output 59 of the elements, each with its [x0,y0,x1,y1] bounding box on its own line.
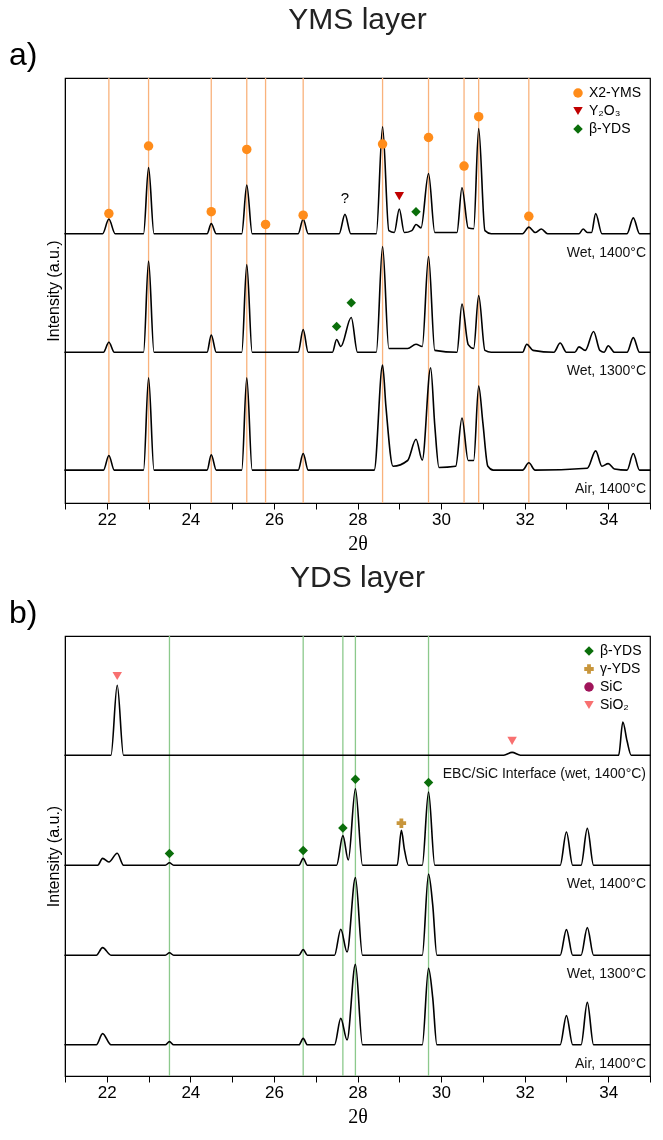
point [104,208,114,219]
point [143,141,154,151]
point [331,321,342,332]
x-tick-label: 28 [348,1082,368,1102]
x-axis-title: 2θ [348,531,368,554]
point [298,210,308,220]
legend-label: β-YDS [589,120,631,136]
point [411,206,421,217]
point [377,139,388,149]
point [507,736,517,745]
y-axis-title: Intensity (a.u.) [44,240,62,342]
annotation: ? [340,189,350,207]
point [260,219,271,230]
point [164,848,175,859]
point [112,671,122,681]
point [423,777,434,788]
point [396,818,407,828]
series-label: EBC/SiC Interface (wet, 1400°C) [442,765,646,782]
x-tick-label: 22 [97,509,117,529]
x-tick-label: 24 [181,1082,201,1102]
x-tick-label: 26 [264,1082,284,1102]
x-tick-label: 32 [515,509,535,529]
series-label: Wet, 1300°C [566,965,646,982]
legend-label: SiO₂ [600,696,629,712]
series-label: Wet, 1400°C [566,243,646,260]
y-axis-title: Intensity (a.u.) [44,805,62,908]
chart-title: YDS layer [289,560,426,593]
x-tick-label: 34 [599,1082,619,1102]
legend-label: Y₂O₃ [589,102,621,118]
legend-label: SiC [600,678,623,694]
text: b) [9,594,38,630]
text: a) [9,36,38,72]
x-tick-label: 24 [181,509,201,529]
series-label: Wet, 1300°C [566,362,646,379]
point [394,192,405,201]
series-label: Air, 1400°C [575,1054,646,1071]
point [298,845,308,856]
x-tick-label: 22 [97,1082,117,1102]
point [346,298,356,308]
x-tick-label: 32 [515,1082,535,1102]
point [242,144,252,155]
x-tick-label: 30 [432,1082,452,1102]
point [350,774,361,784]
x-tick-label: 34 [599,509,619,529]
series-label: Wet, 1400°C [566,875,646,892]
series-label: Air, 1400°C [575,480,646,497]
point [423,132,434,143]
point [524,211,534,222]
x-tick-label: 26 [264,509,284,529]
point [473,111,484,122]
point [206,206,216,217]
legend-label: X2-YMS [589,84,642,100]
x-tick-label: 30 [432,509,452,529]
chart-title: YMS layer [288,2,427,35]
legend-label: γ-YDS [600,660,641,676]
x-tick-label: 28 [348,509,368,529]
point [459,161,469,171]
legend-label: β-YDS [600,642,642,658]
x-axis-title: 2θ [348,1104,368,1127]
